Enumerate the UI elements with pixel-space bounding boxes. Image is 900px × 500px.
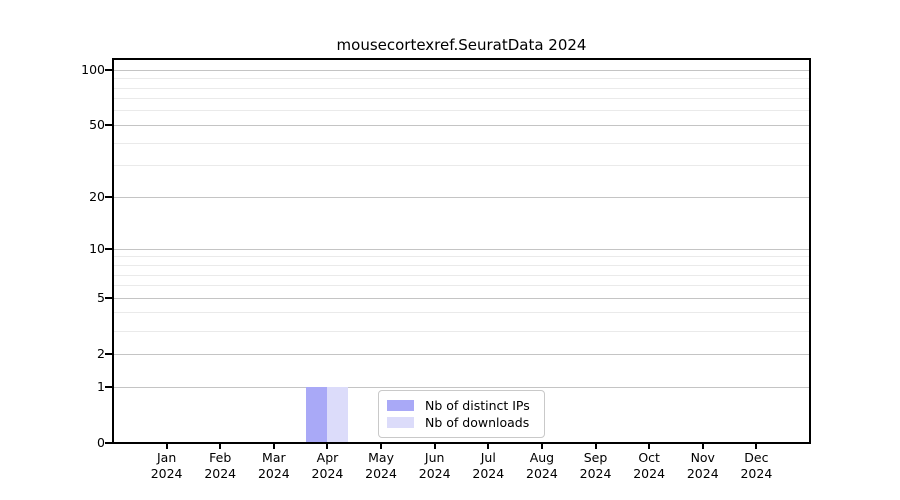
x-tick-month-aug: Aug bbox=[529, 450, 555, 465]
gridline-minor-4 bbox=[113, 312, 810, 314]
x-tick-year-dec: 2024 bbox=[740, 466, 773, 481]
legend-item-distinct-ips: Nb of distinct IPs bbox=[387, 397, 536, 414]
gridline-minor-8 bbox=[113, 265, 810, 266]
bottom-spine bbox=[112, 442, 811, 444]
x-tick-label-dec: Dec 2024 bbox=[728, 450, 784, 482]
right-spine bbox=[809, 58, 811, 444]
x-tick-month-nov: Nov bbox=[690, 450, 715, 465]
y-tick-label-2: 2 bbox=[97, 346, 105, 362]
gridline-major-20 bbox=[113, 196, 810, 198]
x-tick-nov bbox=[701, 443, 704, 449]
legend-label-distinct-ips: Nb of distinct IPs bbox=[425, 398, 530, 413]
y-tick-label-50: 50 bbox=[89, 117, 105, 133]
y-tick-label-10: 10 bbox=[89, 241, 105, 257]
x-tick-month-mar: Mar bbox=[262, 450, 286, 465]
bar-nb-of-distinct-ips-apr bbox=[306, 387, 328, 443]
x-tick-label-nov: Nov 2024 bbox=[675, 450, 731, 482]
gridline-minor-40 bbox=[113, 142, 810, 144]
x-tick-label-aug: Aug 2024 bbox=[514, 450, 570, 482]
y-tick-label-100: 100 bbox=[81, 62, 105, 78]
left-spine bbox=[112, 58, 114, 444]
y-tick-2 bbox=[105, 353, 112, 356]
gridline-minor-7 bbox=[113, 274, 810, 276]
x-tick-label-may: May 2024 bbox=[353, 450, 409, 482]
x-tick-aug bbox=[540, 443, 543, 449]
x-tick-label-mar: Mar 2024 bbox=[246, 450, 302, 482]
plot-area bbox=[113, 59, 810, 443]
gridline-minor-9 bbox=[113, 256, 810, 258]
x-tick-year-sep: 2024 bbox=[579, 466, 612, 481]
x-tick-dec bbox=[755, 443, 758, 449]
x-tick-month-apr: Apr bbox=[316, 450, 339, 465]
x-tick-month-dec: Dec bbox=[744, 450, 769, 465]
x-tick-mar bbox=[272, 443, 275, 449]
gridline-minor-90 bbox=[113, 78, 810, 80]
x-tick-year-jun: 2024 bbox=[418, 466, 451, 481]
x-tick-month-may: May bbox=[368, 450, 394, 465]
x-tick-jul bbox=[487, 443, 490, 449]
top-spine bbox=[112, 58, 811, 60]
bar-nb-of-downloads-apr bbox=[327, 387, 349, 443]
legend-item-downloads: Nb of downloads bbox=[387, 414, 536, 431]
legend-swatch-distinct-ips bbox=[387, 400, 414, 411]
x-tick-sep bbox=[594, 443, 597, 449]
y-tick-label-1: 1 bbox=[97, 379, 105, 394]
gridline-major-2 bbox=[113, 353, 810, 355]
y-tick-0 bbox=[105, 442, 112, 444]
gridline-major-10 bbox=[113, 248, 810, 250]
y-tick-5 bbox=[105, 297, 112, 300]
x-tick-year-aug: 2024 bbox=[526, 466, 558, 481]
gridline-minor-80 bbox=[113, 87, 810, 89]
gridline-major-1 bbox=[113, 386, 810, 388]
y-tick-label-20: 20 bbox=[89, 189, 105, 205]
y-tick-20 bbox=[105, 196, 112, 199]
x-tick-feb bbox=[219, 443, 222, 449]
x-tick-label-jan: Jan 2024 bbox=[139, 450, 195, 482]
x-tick-label-sep: Sep 2024 bbox=[568, 450, 624, 482]
gridline-minor-60 bbox=[113, 110, 810, 112]
x-tick-year-jul: 2024 bbox=[472, 466, 505, 481]
x-tick-year-may: 2024 bbox=[365, 466, 397, 481]
legend-label-downloads: Nb of downloads bbox=[425, 415, 530, 430]
x-tick-oct bbox=[648, 443, 651, 449]
x-tick-year-feb: 2024 bbox=[204, 466, 237, 481]
gridline-minor-30 bbox=[113, 165, 810, 167]
gridline-major-100 bbox=[113, 69, 810, 71]
x-tick-month-jul: Jul bbox=[480, 450, 496, 465]
y-tick-1 bbox=[105, 386, 112, 388]
gridline-minor-6 bbox=[113, 285, 810, 287]
x-tick-month-feb: Feb bbox=[209, 450, 232, 465]
x-tick-month-sep: Sep bbox=[583, 450, 608, 465]
legend: Nb of distinct IPs Nb of downloads bbox=[378, 390, 545, 438]
x-tick-label-feb: Feb 2024 bbox=[192, 450, 248, 482]
x-tick-year-apr: 2024 bbox=[311, 466, 344, 481]
x-tick-month-oct: Oct bbox=[638, 450, 660, 465]
x-tick-label-jun: Jun 2024 bbox=[407, 450, 463, 482]
x-tick-label-jul: Jul 2024 bbox=[460, 450, 516, 482]
y-tick-50 bbox=[105, 124, 112, 127]
x-tick-year-nov: 2024 bbox=[686, 466, 719, 481]
x-tick-year-jan: 2024 bbox=[150, 466, 183, 481]
x-tick-jun bbox=[433, 443, 436, 449]
x-tick-year-oct: 2024 bbox=[633, 466, 666, 481]
x-tick-year-mar: 2024 bbox=[257, 466, 290, 481]
x-tick-month-jan: Jan bbox=[156, 450, 177, 465]
gridline-major-50 bbox=[113, 124, 810, 126]
gridline-minor-70 bbox=[113, 98, 810, 100]
x-tick-jan bbox=[165, 443, 168, 449]
x-tick-label-apr: Apr 2024 bbox=[299, 450, 355, 482]
legend-swatch-downloads bbox=[387, 417, 414, 428]
y-tick-100 bbox=[105, 69, 112, 72]
x-tick-apr bbox=[326, 443, 329, 449]
y-tick-10 bbox=[105, 248, 112, 251]
gridline-major-5 bbox=[113, 297, 810, 299]
chart-title: mousecortexref.SeuratData 2024 bbox=[336, 36, 587, 54]
x-tick-month-jun: Jun bbox=[424, 450, 445, 465]
x-tick-may bbox=[380, 443, 383, 449]
gridline-minor-3 bbox=[113, 330, 810, 332]
y-tick-label-0: 0 bbox=[97, 435, 105, 450]
y-tick-label-5: 5 bbox=[97, 290, 105, 306]
x-tick-label-oct: Oct 2024 bbox=[621, 450, 677, 482]
